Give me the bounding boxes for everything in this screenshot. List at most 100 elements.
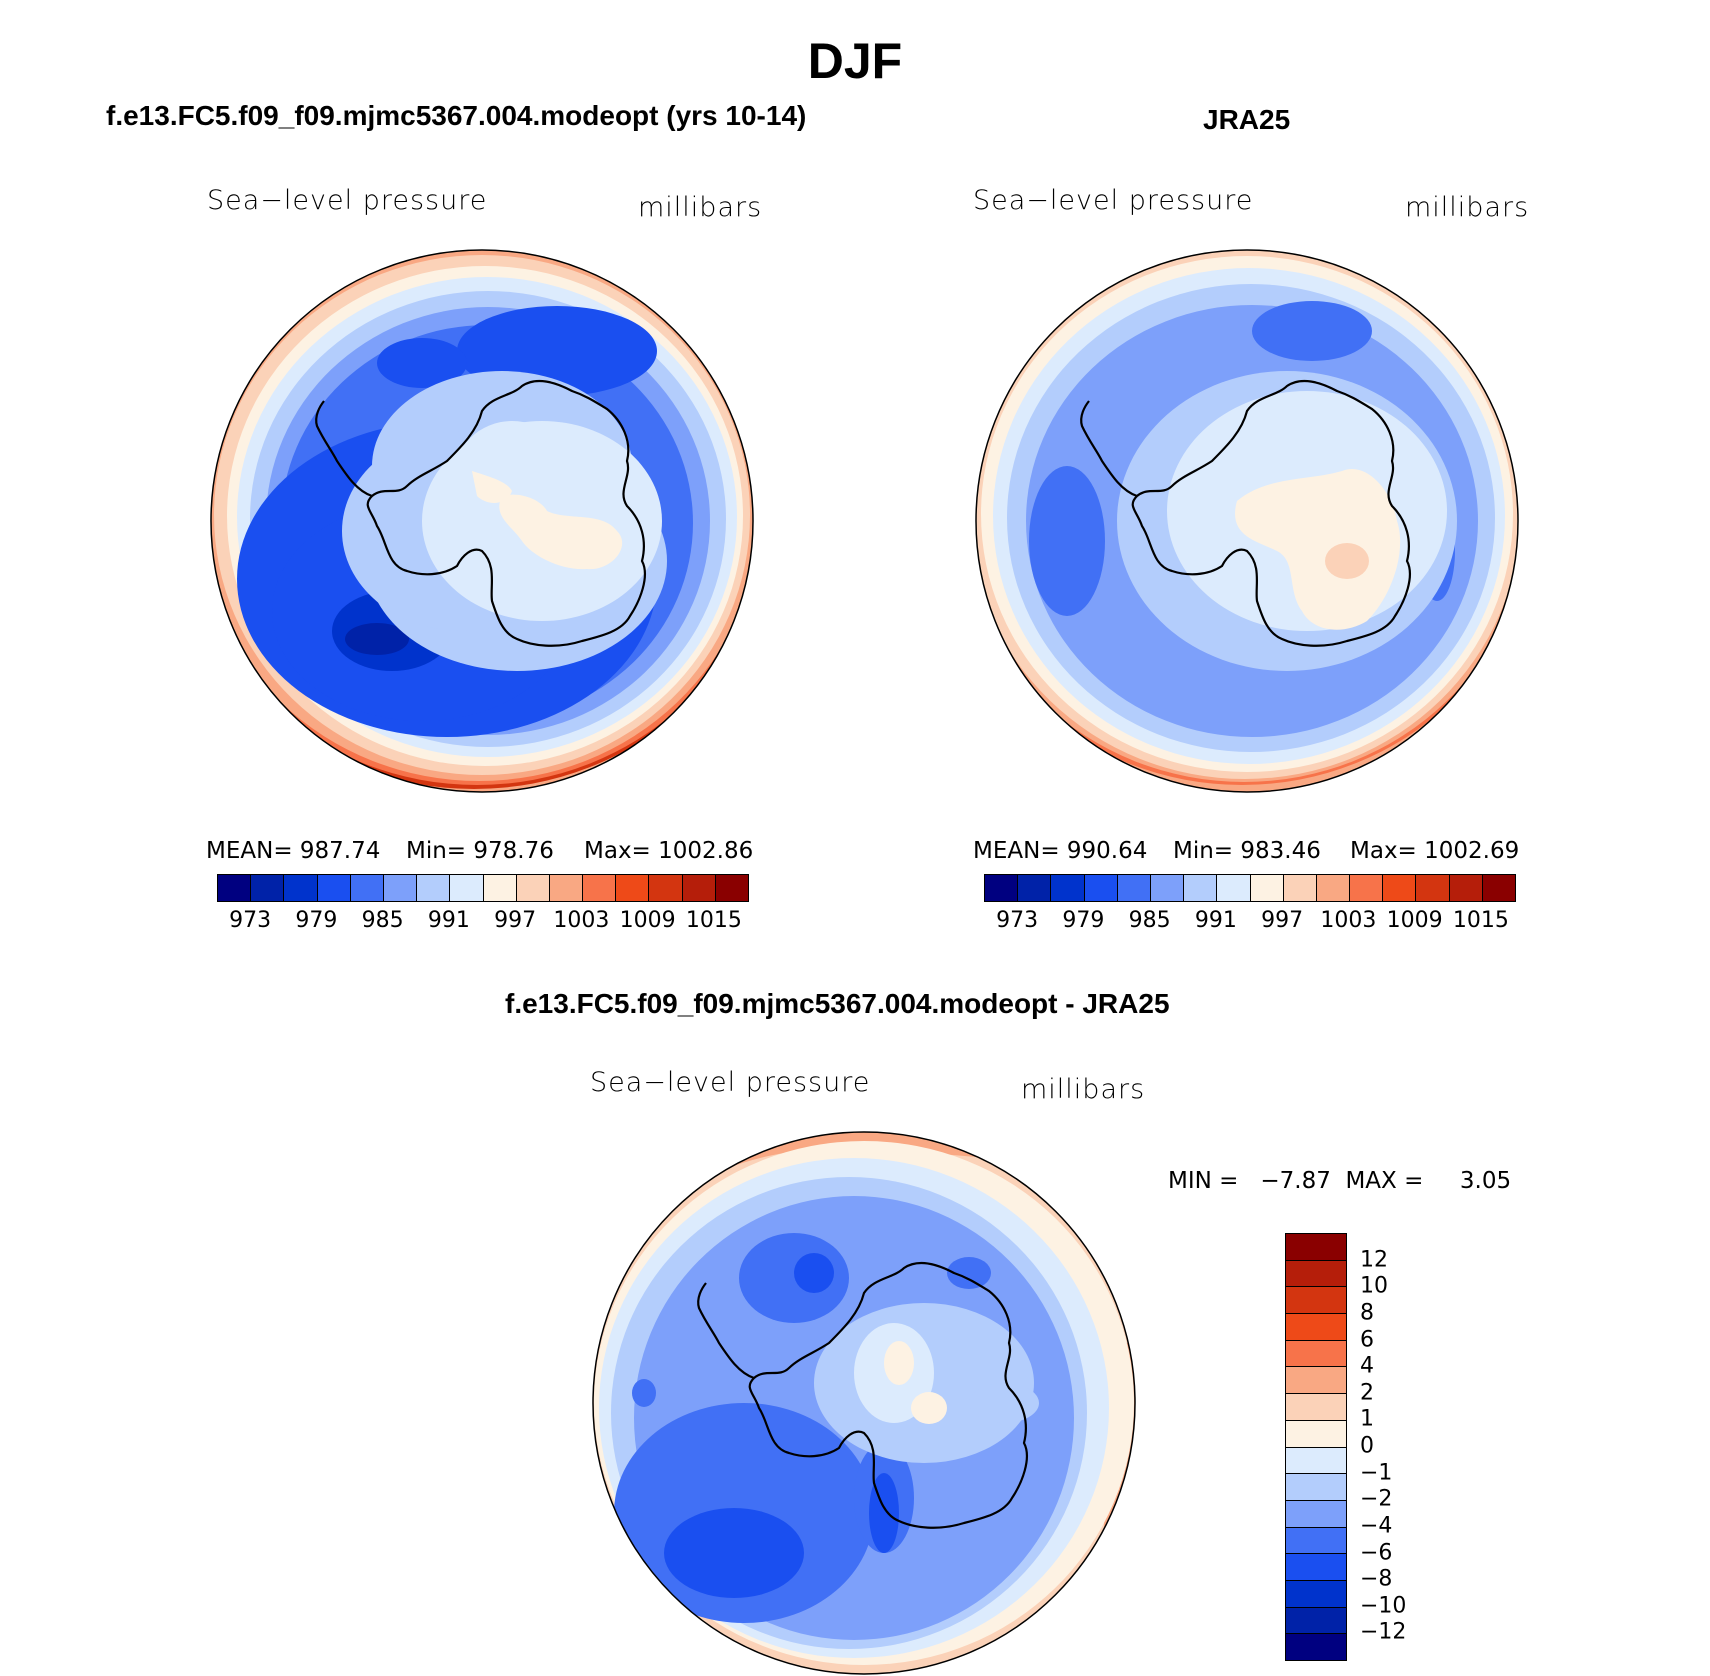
- obs-units-label: millibars: [1405, 192, 1530, 223]
- model-colorbar-tick: 979: [295, 908, 338, 933]
- obs-peninsula: [1080, 400, 1138, 498]
- model-colorbar-tick: 985: [361, 908, 404, 933]
- model-colorbar-box: [251, 875, 285, 901]
- diff-colorbar-box: [1286, 1527, 1346, 1555]
- model-colorbar-tick: 973: [229, 908, 272, 933]
- diff-colorbar-tick: 6: [1360, 1327, 1374, 1352]
- obs-colorbar-ticks: 973 979 985 991 997 1003 1009 1015: [984, 908, 1514, 938]
- model-colorbar-box: [417, 875, 451, 901]
- model-variable-label: Sea−level pressure: [207, 185, 488, 216]
- model-colorbar-box: [218, 875, 252, 901]
- obs-colorbar-box: [1217, 875, 1251, 901]
- obs-colorbar-tick: 1015: [1452, 908, 1509, 933]
- diff-colorbar-tick: 10: [1360, 1273, 1388, 1299]
- diff-colorbar-box: [1286, 1394, 1346, 1421]
- obs-colorbar-tick: 997: [1261, 908, 1304, 933]
- model-min: Min= 978.76: [406, 838, 554, 864]
- diff-colorbar-box: [1286, 1287, 1346, 1315]
- obs-coastline: [1131, 379, 1412, 647]
- diff-slp-map: [592, 1131, 1136, 1675]
- diff-colorbar-box: [1286, 1447, 1346, 1475]
- model-peninsula: [315, 400, 373, 498]
- obs-colorbar-box: [1383, 875, 1417, 901]
- diff-colorbar-box: [1286, 1554, 1346, 1581]
- model-colorbar-box: [317, 875, 351, 901]
- diff-variable-label: Sea−level pressure: [590, 1067, 871, 1098]
- diff-colorbar-box: [1286, 1474, 1346, 1501]
- obs-colorbar-box: [1250, 875, 1284, 901]
- model-colorbar-box: [383, 875, 418, 901]
- obs-colorbar-tick: 985: [1128, 908, 1171, 933]
- diff-colorbar-box: [1286, 1580, 1346, 1608]
- model-colorbar-box: [284, 875, 318, 901]
- obs-colorbar-box: [1051, 875, 1085, 901]
- obs-colorbar-box: [1283, 875, 1317, 901]
- obs-max: Max= 1002.69: [1350, 838, 1520, 864]
- diff-colorbar-tick: −10: [1360, 1593, 1407, 1619]
- diff-colorbar-ticks: 12 10 8 6 4 2 1 0 −1 −2 −4 −6 −8 −10 −12: [1360, 1233, 1420, 1659]
- diff-colorbar-box: [1286, 1260, 1346, 1288]
- model-colorbar-box: [350, 875, 384, 901]
- obs-min: Min= 983.46: [1173, 838, 1321, 864]
- diff-colorbar-tick: 1: [1360, 1406, 1374, 1432]
- obs-colorbar-tick: 979: [1062, 908, 1105, 933]
- obs-colorbar-box: [1117, 875, 1151, 901]
- diff-colorbar-tick: −12: [1360, 1619, 1407, 1645]
- diff-colorbar-tick: −1: [1360, 1460, 1393, 1486]
- obs-colorbar: [984, 874, 1516, 902]
- model-mean: MEAN= 987.74: [206, 838, 381, 864]
- model-colorbar-tick: 1015: [685, 908, 742, 933]
- diff-colorbar: [1285, 1233, 1347, 1661]
- model-map-border: [210, 249, 754, 793]
- obs-colorbar-box: [1018, 875, 1052, 901]
- obs-colorbar-box: [1184, 875, 1218, 901]
- obs-colorbar-box: [1416, 875, 1450, 901]
- model-colorbar-box: [483, 875, 517, 901]
- figure-title: DJF: [807, 33, 903, 89]
- model-colorbar-tick: 997: [494, 908, 537, 933]
- obs-colorbar-box: [1482, 875, 1515, 901]
- model-colorbar: [217, 874, 749, 902]
- diff-colorbar-tick: 2: [1360, 1380, 1374, 1406]
- model-colorbar-box: [450, 875, 484, 901]
- diff-colorbar-tick: −6: [1360, 1540, 1393, 1565]
- diff-colorbar-box: [1286, 1500, 1346, 1528]
- obs-slp-map: [975, 249, 1519, 793]
- model-units-label: millibars: [638, 192, 763, 223]
- diff-colorbar-box: [1286, 1367, 1346, 1395]
- model-colorbar-box: [682, 875, 716, 901]
- diff-minmax: MIN = −7.87 MAX = 3.05: [1168, 1168, 1512, 1194]
- obs-colorbar-tick: 991: [1194, 908, 1237, 933]
- obs-colorbar-tick: 973: [996, 908, 1039, 933]
- obs-colorbar-tick: 1009: [1386, 908, 1443, 933]
- model-colorbar-box: [715, 875, 748, 901]
- diff-units-label: millibars: [1021, 1074, 1146, 1105]
- diff-colorbar-tick: −2: [1360, 1486, 1393, 1512]
- model-colorbar-box: [649, 875, 683, 901]
- diff-colorbar-tick: 12: [1360, 1247, 1388, 1273]
- model-colorbar-box: [516, 875, 550, 901]
- diff-colorbar-tick: 4: [1360, 1353, 1374, 1379]
- model-colorbar-box: [616, 875, 650, 901]
- model-max: Max= 1002.86: [584, 838, 754, 864]
- obs-map-border: [975, 249, 1519, 793]
- diff-colorbar-box: [1286, 1234, 1346, 1261]
- diff-panel-title: f.e13.FC5.f09_f09.mjmc5367.004.modeopt -…: [505, 988, 1170, 1019]
- obs-colorbar-box: [1150, 875, 1185, 901]
- obs-colorbar-tick: 1003: [1320, 908, 1377, 933]
- model-panel-title: f.e13.FC5.f09_f09.mjmc5367.004.modeopt (…: [106, 100, 807, 131]
- model-slp-map: [210, 249, 754, 793]
- diff-colorbar-tick: −4: [1360, 1513, 1393, 1539]
- obs-colorbar-box: [985, 875, 1019, 901]
- diff-peninsula: [697, 1282, 755, 1380]
- diff-colorbar-box: [1286, 1607, 1346, 1635]
- diff-colorbar-tick: 0: [1360, 1433, 1374, 1459]
- model-colorbar-tick: 1003: [553, 908, 610, 933]
- model-colorbar-box: [549, 875, 584, 901]
- model-colorbar-ticks: 973 979 985 991 997 1003 1009 1015: [217, 908, 747, 938]
- obs-colorbar-box: [1084, 875, 1118, 901]
- obs-colorbar-box: [1316, 875, 1351, 901]
- model-colorbar-box: [583, 875, 617, 901]
- diff-colorbar-tick: 8: [1360, 1300, 1374, 1326]
- obs-variable-label: Sea−level pressure: [973, 185, 1254, 216]
